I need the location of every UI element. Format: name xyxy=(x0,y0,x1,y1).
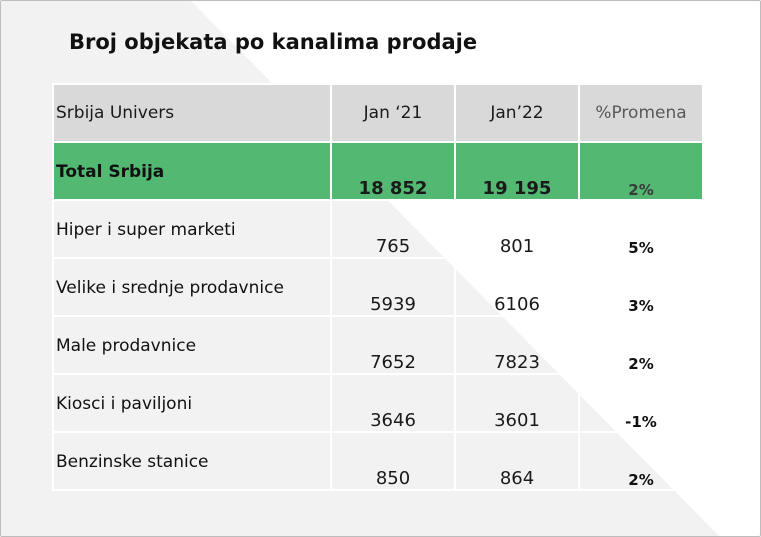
table-row: Male prodavnice 7652 7823 2% xyxy=(52,315,704,375)
total-label: Total Srbija xyxy=(52,141,332,201)
row-label: Male prodavnice xyxy=(52,315,332,375)
row-change: 5% xyxy=(578,199,704,259)
row-jan21: 765 xyxy=(330,199,456,259)
total-row: Total Srbija 18 852 19 195 2% xyxy=(52,141,704,201)
total-change: 2% xyxy=(578,141,704,201)
header-change: %Promena xyxy=(578,83,704,143)
row-change: -1% xyxy=(578,373,704,433)
header-jan22: Jan’22 xyxy=(454,83,580,143)
row-jan22: 801 xyxy=(454,199,580,259)
header-jan21: Jan ‘21 xyxy=(330,83,456,143)
page-title: Broj objekata po kanalima prodaje xyxy=(69,30,478,54)
row-label: Benzinske stanice xyxy=(52,431,332,491)
total-jan22: 19 195 xyxy=(454,141,580,201)
row-label: Hiper i super marketi xyxy=(52,199,332,259)
total-jan21: 18 852 xyxy=(330,141,456,201)
row-change: 2% xyxy=(578,315,704,375)
header-region: Srbija Univers xyxy=(52,83,332,143)
row-change: 2% xyxy=(578,431,704,491)
row-jan21: 850 xyxy=(330,431,456,491)
table-row: Velike i srednje prodavnice 5939 6106 3% xyxy=(52,257,704,317)
table-row: Hiper i super marketi 765 801 5% xyxy=(52,199,704,259)
row-jan22: 7823 xyxy=(454,315,580,375)
row-label: Kiosci i paviljoni xyxy=(52,373,332,433)
table-row: Kiosci i paviljoni 3646 3601 -1% xyxy=(52,373,704,433)
row-jan21: 7652 xyxy=(330,315,456,375)
sales-channels-table: Srbija Univers Jan ‘21 Jan’22 %Promena T… xyxy=(52,83,704,491)
table-row: Benzinske stanice 850 864 2% xyxy=(52,431,704,491)
row-jan22: 864 xyxy=(454,431,580,491)
row-jan22: 6106 xyxy=(454,257,580,317)
row-label: Velike i srednje prodavnice xyxy=(52,257,332,317)
row-jan21: 5939 xyxy=(330,257,456,317)
table-header-row: Srbija Univers Jan ‘21 Jan’22 %Promena xyxy=(52,83,704,143)
row-change: 3% xyxy=(578,257,704,317)
row-jan21: 3646 xyxy=(330,373,456,433)
row-jan22: 3601 xyxy=(454,373,580,433)
